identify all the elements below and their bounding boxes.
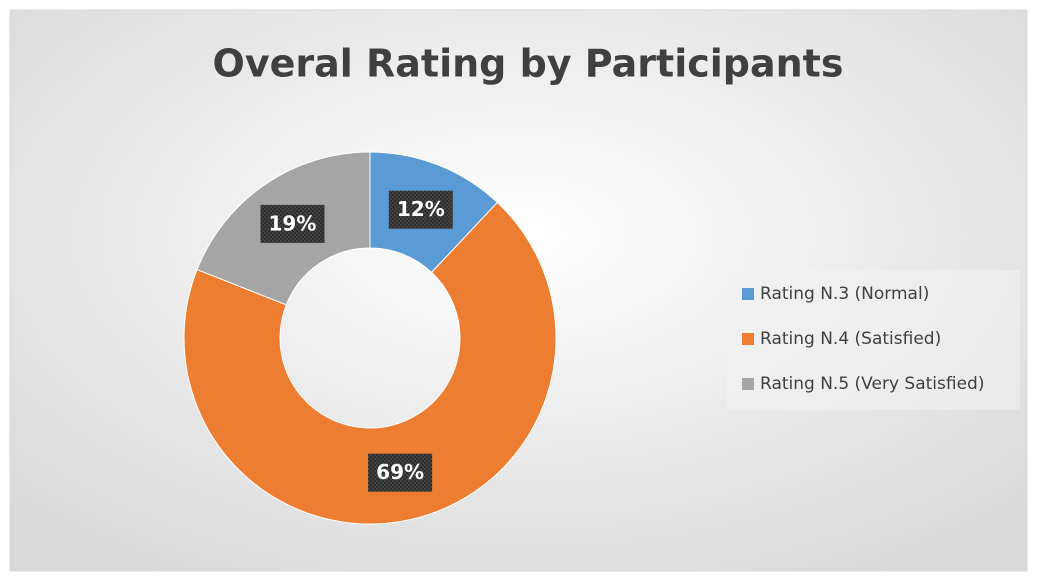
chart-title: Overal Rating by Participants: [213, 42, 844, 86]
legend-box: [727, 270, 1020, 410]
legend-swatch: [742, 333, 754, 345]
legend-label: Rating N.5 (Very Satisfied): [760, 374, 984, 394]
data-label-box: [260, 204, 325, 243]
data-label: 69%: [376, 460, 424, 484]
donut-slice: [183, 201, 557, 525]
legend-label: Rating N.4 (Satisfied): [760, 329, 941, 349]
legend-label: Rating N.3 (Normal): [760, 284, 929, 304]
data-label: 19%: [268, 211, 316, 235]
data-label: 12%: [397, 197, 445, 221]
legend-swatch: [742, 378, 754, 390]
legend-swatch: [742, 288, 754, 300]
data-label-box: [368, 453, 433, 492]
data-label-box: [388, 190, 453, 229]
